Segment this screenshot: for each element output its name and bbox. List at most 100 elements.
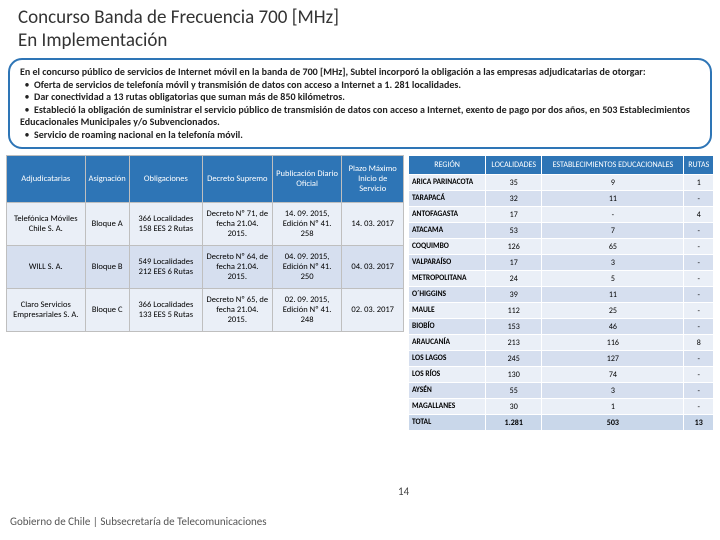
page-title: Concurso Banda de Frecuencia 700 [MHz] E… — [0, 0, 720, 54]
t2-cell: 24 — [486, 271, 542, 287]
t2-cell: ATACAMA — [409, 223, 486, 239]
t2-row: COQUIMBO12665- — [409, 239, 714, 255]
t1-header: Plazo Máximo Inicio de Servicio — [342, 156, 404, 203]
t2-cell: 213 — [486, 335, 542, 351]
intro-lead: En el concurso público de servicios de I… — [20, 65, 646, 78]
t2-cell: AYSÉN — [409, 383, 486, 399]
t2-cell: METROPOLITANA — [409, 271, 486, 287]
t2-cell: 1 — [542, 399, 684, 415]
t2-cell: O´HIGGINS — [409, 287, 486, 303]
t2-cell: 17 — [486, 207, 542, 223]
t2-row: ATACAMA537- — [409, 223, 714, 239]
t2-cell: - — [684, 191, 714, 207]
t1-cell: 02. 09. 2015, Edición Nº 41. 248 — [272, 289, 342, 332]
t2-cell: 4 — [684, 207, 714, 223]
t1-cell: 14. 03. 2017 — [342, 203, 404, 246]
t2-row: ARICA PARINACOTA3591 — [409, 175, 714, 191]
content-row: AdjudicatariasAsignaciónObligacionesDecr… — [0, 155, 720, 431]
t2-cell: VALPARAÍSO — [409, 255, 486, 271]
t2-cell: ANTOFAGASTA — [409, 207, 486, 223]
t2-row: O´HIGGINS3911- — [409, 287, 714, 303]
t1-row: Telefónica Móviles Chile S. A.Bloque A36… — [7, 203, 404, 246]
t2-cell: 112 — [486, 303, 542, 319]
t2-cell: - — [684, 271, 714, 287]
title-line2: En Implementación — [18, 29, 167, 52]
table-regiones: REGIÓNLOCALIDADESESTABLECIMIENTOS EDUCAC… — [408, 155, 714, 431]
t2-row: MAULE11225- — [409, 303, 714, 319]
t2-cell: 25 — [542, 303, 684, 319]
table-regiones-wrap: REGIÓNLOCALIDADESESTABLECIMIENTOS EDUCAC… — [408, 155, 714, 431]
t2-cell: 116 — [542, 335, 684, 351]
t2-cell: 30 — [486, 399, 542, 415]
t1-cell: Decreto Nº 65, de fecha 21.04. 2015. — [202, 289, 272, 332]
t2-row: ANTOFAGASTA17-4 — [409, 207, 714, 223]
t2-cell: - — [684, 223, 714, 239]
t1-cell: WILL S. A. — [7, 246, 86, 289]
t2-row: LOS LAGOS245127- — [409, 351, 714, 367]
t2-cell: COQUIMBO — [409, 239, 486, 255]
t1-cell: 04. 09. 2015, Edición Nº 41. 250 — [272, 246, 342, 289]
t2-row: TARAPACÁ3211- — [409, 191, 714, 207]
t1-cell: 549 Localidades 212 EES 6 Rutas — [129, 246, 202, 289]
t1-header: Asignación — [85, 156, 129, 203]
t2-cell: 3 — [542, 255, 684, 271]
t2-cell: ARAUCANÍA — [409, 335, 486, 351]
t2-cell: 39 — [486, 287, 542, 303]
t2-cell: - — [684, 239, 714, 255]
t2-cell: BIOBÍO — [409, 319, 486, 335]
t1-cell: 02. 03. 2017 — [342, 289, 404, 332]
t1-cell: 04. 03. 2017 — [342, 246, 404, 289]
t2-cell: - — [684, 383, 714, 399]
table-adjudicatarias-wrap: AdjudicatariasAsignaciónObligacionesDecr… — [6, 155, 404, 431]
t2-cell: - — [684, 399, 714, 415]
t2-cell: 153 — [486, 319, 542, 335]
t1-header: Publicación Diario Oficial — [272, 156, 342, 203]
t2-total-cell: 13 — [684, 415, 714, 431]
t2-cell: LOS RÍOS — [409, 367, 486, 383]
t2-total-cell: TOTAL — [409, 415, 486, 431]
t2-cell: MAULE — [409, 303, 486, 319]
t2-row: MAGALLANES301- — [409, 399, 714, 415]
t2-cell: 8 — [684, 335, 714, 351]
t2-cell: 130 — [486, 367, 542, 383]
t2-cell: - — [684, 303, 714, 319]
t2-cell: - — [684, 319, 714, 335]
t2-total-cell: 1.281 — [486, 415, 542, 431]
t2-cell: ARICA PARINACOTA — [409, 175, 486, 191]
t2-cell: 32 — [486, 191, 542, 207]
t2-cell: - — [684, 351, 714, 367]
t2-total-row: TOTAL1.28150313 — [409, 415, 714, 431]
t2-cell: MAGALLANES — [409, 399, 486, 415]
footer-text: Gobierno de Chile | Subsecretaría de Tel… — [10, 515, 267, 528]
t2-row: LOS RÍOS13074- — [409, 367, 714, 383]
t2-cell: TARAPACÁ — [409, 191, 486, 207]
t2-cell: 11 — [542, 191, 684, 207]
t2-header: REGIÓN — [409, 156, 486, 175]
t2-cell: - — [684, 287, 714, 303]
t1-cell: Decreto Nº 71, de fecha 21.04. 2015. — [202, 203, 272, 246]
t2-cell: 245 — [486, 351, 542, 367]
t2-total-cell: 503 — [542, 415, 684, 431]
t2-cell: 53 — [486, 223, 542, 239]
t2-cell: - — [684, 367, 714, 383]
t2-row: BIOBÍO15346- — [409, 319, 714, 335]
t2-row: ARAUCANÍA2131168 — [409, 335, 714, 351]
t2-cell: 65 — [542, 239, 684, 255]
t1-header: Decreto Supremo — [202, 156, 272, 203]
t2-cell: 126 — [486, 239, 542, 255]
t2-row: AYSÉN553- — [409, 383, 714, 399]
t2-cell: 1 — [684, 175, 714, 191]
t2-cell: LOS LAGOS — [409, 351, 486, 367]
t2-header: LOCALIDADES — [486, 156, 542, 175]
t1-cell: Bloque C — [85, 289, 129, 332]
t1-cell: Decreto Nº 64, de fecha 21.04. 2015. — [202, 246, 272, 289]
t2-cell: 17 — [486, 255, 542, 271]
t2-cell: - — [684, 255, 714, 271]
t1-cell: Telefónica Móviles Chile S. A. — [7, 203, 86, 246]
t1-cell: Claro Servicios Empresariales S. A. — [7, 289, 86, 332]
t1-row: WILL S. A.Bloque B549 Localidades 212 EE… — [7, 246, 404, 289]
t2-header: RUTAS — [684, 156, 714, 175]
t1-cell: Bloque A — [85, 203, 129, 246]
t2-cell: 46 — [542, 319, 684, 335]
intro-bullet: • Servicio de roaming nacional en la tel… — [20, 129, 700, 142]
